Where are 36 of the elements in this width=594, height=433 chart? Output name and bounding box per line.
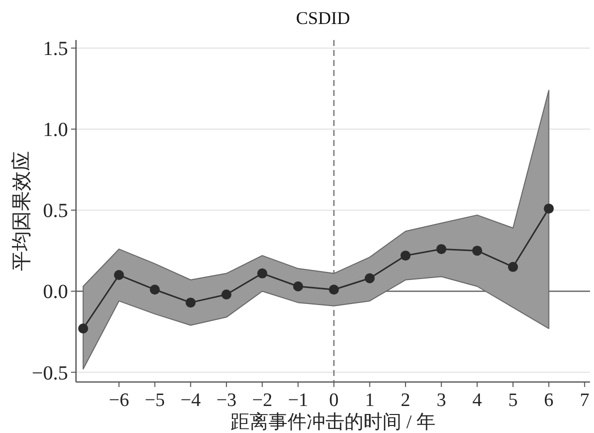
point <box>186 298 196 308</box>
point <box>508 262 518 272</box>
x-tick-label: 5 <box>508 390 518 411</box>
x-tick-label: 6 <box>544 390 554 411</box>
x-tick-label: 7 <box>580 390 590 411</box>
point <box>472 246 482 256</box>
x-tick-label: 4 <box>472 390 482 411</box>
point <box>328 284 339 295</box>
point <box>114 270 124 280</box>
x-tick-label: −3 <box>216 390 237 411</box>
y-tick-label: 1.0 <box>43 119 68 142</box>
point <box>436 244 446 254</box>
y-axis-title: 平均因果效应 <box>11 151 33 271</box>
x-tick-label: −5 <box>144 390 165 411</box>
point <box>293 281 304 292</box>
point <box>400 250 411 261</box>
point <box>364 273 375 284</box>
x-tick-label: 1 <box>364 390 374 411</box>
x-axis-title: 距离事件冲击的时间 / 年 <box>230 411 436 433</box>
x-tick-label: 2 <box>400 390 410 411</box>
point <box>257 268 268 278</box>
point <box>78 324 88 334</box>
x-tick-label: −2 <box>252 390 272 411</box>
point <box>150 284 160 295</box>
y-tick-label: 1.5 <box>43 38 68 60</box>
y-tick-label: 0.5 <box>43 200 68 222</box>
x-tick-label: 0 <box>329 390 339 411</box>
point <box>544 204 554 214</box>
x-tick-label: −4 <box>180 390 202 411</box>
x-tick-label: 3 <box>436 390 446 411</box>
chart-title: CSDID <box>296 8 350 28</box>
x-tick-label: −6 <box>108 390 130 411</box>
y-tick-label: −0.5 <box>32 362 68 384</box>
point <box>221 289 232 300</box>
x-tick-label: −1 <box>288 390 308 411</box>
y-tick-label: 0.0 <box>43 281 68 304</box>
